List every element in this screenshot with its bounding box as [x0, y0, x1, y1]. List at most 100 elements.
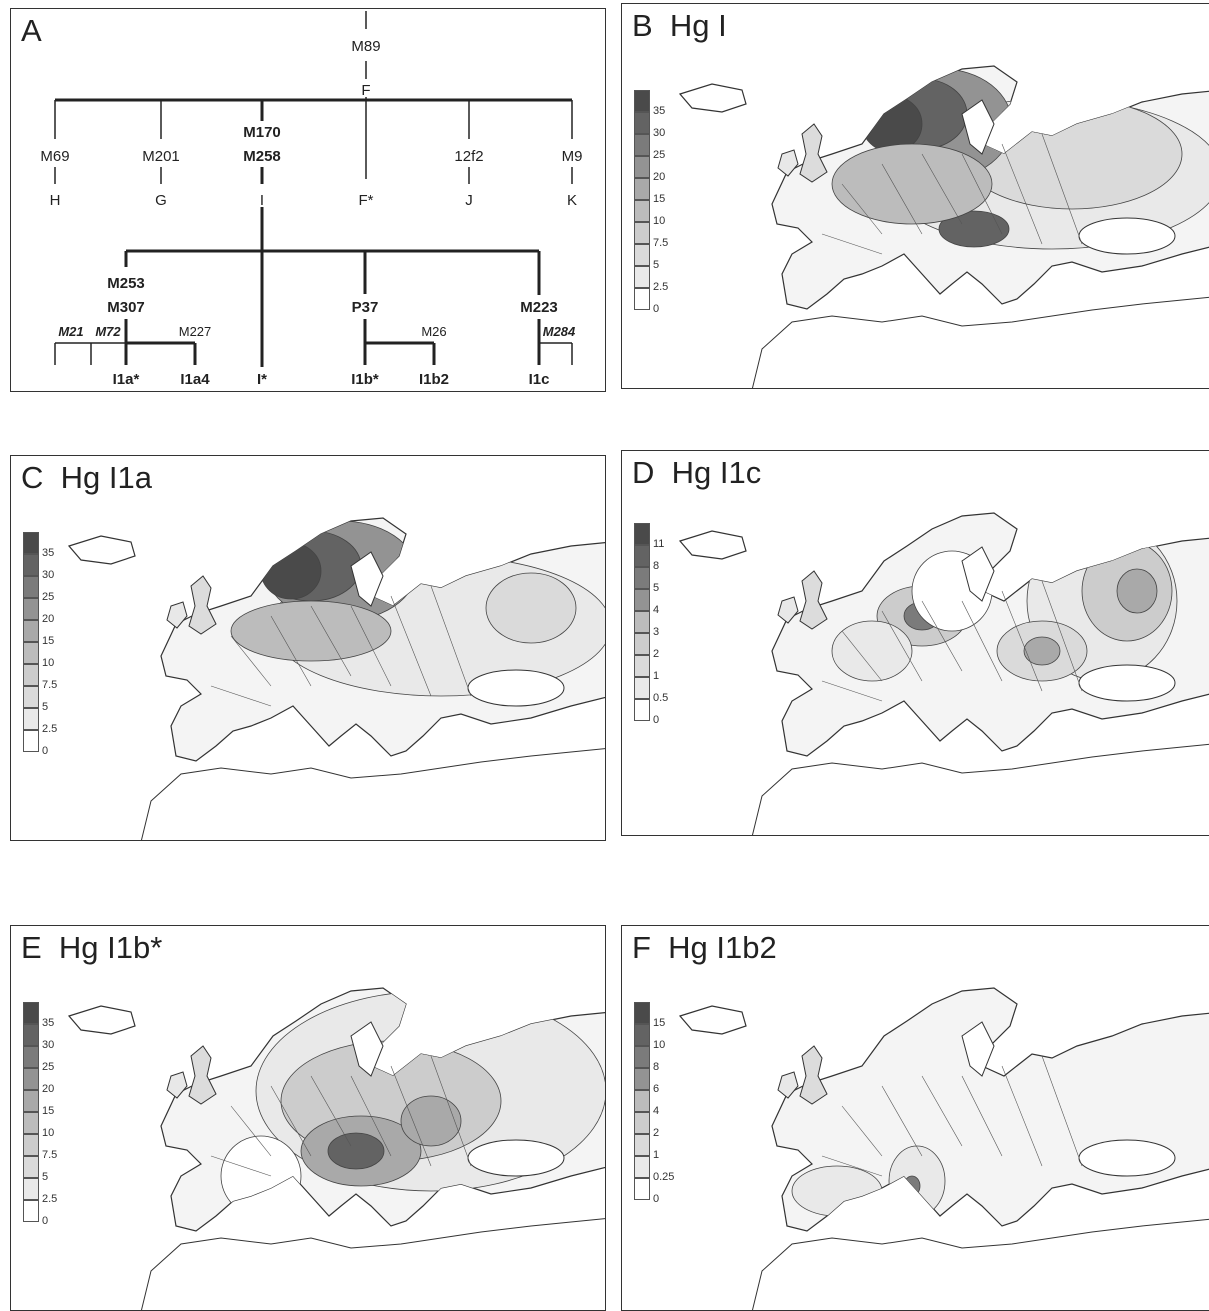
legend-swatch [634, 523, 650, 545]
panel-letter: D [632, 455, 655, 490]
marker-12f2: 12f2 [454, 148, 483, 165]
tip-i1b-star: I1b* [351, 371, 379, 388]
legend-label: 0 [653, 714, 660, 726]
legend-label: 10 [42, 657, 55, 669]
panel-letter: E [21, 930, 42, 965]
legend-label: 15 [653, 1017, 666, 1029]
legend-label: 15 [653, 193, 666, 205]
legend-label: 4 [653, 1105, 660, 1117]
legend-swatch [23, 642, 39, 664]
haplogroup-i: I [260, 192, 264, 209]
panel-title: B Hg I [632, 8, 727, 44]
legend-swatch [634, 156, 650, 178]
panel-title: C Hg I1a [21, 460, 152, 496]
legend-swatch [23, 1046, 39, 1068]
haplogroup-title: Hg I [669, 8, 727, 43]
tip-i-star: I* [257, 371, 267, 388]
marker-m170: M170 [243, 124, 281, 141]
legend-swatch [23, 1134, 39, 1156]
tip-i1a-star: I1a* [113, 371, 140, 388]
legend-swatch [23, 1112, 39, 1134]
legend-swatch [23, 598, 39, 620]
legend-swatch [23, 708, 39, 730]
legend-label: 5 [42, 1171, 49, 1183]
legend-label: 25 [42, 1061, 55, 1073]
panel-letter: F [632, 930, 651, 965]
legend-swatch [634, 1134, 650, 1156]
legend-swatch [634, 244, 650, 266]
legend-swatch [634, 178, 650, 200]
legend-swatch [634, 699, 650, 721]
europe-map [678, 65, 1209, 388]
legend-label: 7.5 [42, 679, 58, 691]
legend-label: 10 [42, 1127, 55, 1139]
iceland-landmass [678, 530, 747, 560]
panel-title: E Hg I1b* [21, 930, 162, 966]
country-borders [821, 1055, 1083, 1177]
panel-title: D Hg I1c [632, 455, 761, 491]
root-marker: M89 [351, 38, 380, 55]
country-borders [210, 585, 472, 707]
haplogroup-title: Hg I1a [60, 460, 152, 495]
legend-label: 10 [653, 1039, 666, 1051]
legend-label: 15 [42, 635, 55, 647]
legend-label: 20 [42, 613, 55, 625]
panel-e-map: E Hg I1b* 35 30 25 20 15 10 7.5 5 2.5 0 [10, 925, 606, 1311]
frequency-zone [831, 620, 913, 682]
legend-label: 0 [42, 745, 49, 757]
britain-landmass [799, 123, 828, 183]
legend-swatch [634, 134, 650, 156]
legend-label: 2.5 [42, 1193, 58, 1205]
black-sea [1078, 1139, 1176, 1177]
britain-landmass [799, 570, 828, 630]
legend-label: 25 [42, 591, 55, 603]
frequency-zone [230, 600, 392, 662]
europe-map [678, 987, 1209, 1310]
north-africa-landmass [140, 1218, 605, 1310]
legend-label: 0.5 [653, 692, 669, 704]
frequency-legend: 11 8 5 4 3 2 1 0.5 0 [634, 523, 694, 726]
marker-m9: M9 [562, 148, 583, 165]
panel-c-map: C Hg I1a 35 30 25 20 15 10 7.5 5 2.5 0 [10, 455, 606, 841]
legend-swatch [23, 1024, 39, 1046]
europe-map [678, 512, 1209, 835]
haplogroup-title: Hg I1b* [58, 930, 163, 965]
marker-m227: M227 [179, 324, 212, 339]
legend-swatch [634, 677, 650, 699]
legend-swatch [634, 611, 650, 633]
legend-label: 2 [653, 1127, 660, 1139]
frequency-zone [485, 572, 577, 644]
legend-swatch [634, 1046, 650, 1068]
frequency-zone [791, 1165, 883, 1217]
legend-label: 4 [653, 604, 660, 616]
legend-label: 8 [653, 1061, 660, 1073]
frequency-zone [831, 143, 993, 225]
legend-swatch [23, 532, 39, 554]
black-sea [467, 1139, 565, 1177]
baltic-sea [961, 99, 995, 155]
marker-m258: M258 [243, 148, 281, 165]
legend-label: 0 [653, 1193, 660, 1205]
ireland-landmass [777, 1071, 799, 1099]
root-haplogroup: F [361, 82, 370, 99]
legend-swatch [634, 1068, 650, 1090]
iceland-landmass [67, 535, 136, 565]
ireland-landmass [166, 1071, 188, 1099]
marker-p37: P37 [352, 299, 379, 316]
legend-label: 0 [42, 1215, 49, 1227]
legend-swatch [23, 554, 39, 576]
legend-label: 7.5 [42, 1149, 58, 1161]
baltic-sea [961, 546, 995, 602]
frequency-legend: 35 30 25 20 15 10 7.5 5 2.5 0 [634, 90, 694, 315]
marker-m201: M201 [142, 148, 180, 165]
legend-swatch [634, 1090, 650, 1112]
legend-label: 5 [653, 582, 660, 594]
panel-label: A [21, 13, 42, 48]
marker-m26: M26 [421, 324, 446, 339]
marker-m253: M253 [107, 275, 145, 292]
haplogroup-tree: M89 F M69 H M201 G M170 M258 I F* 12f2 J… [40, 11, 583, 388]
marker-m21: M21 [58, 324, 83, 339]
ireland-landmass [166, 601, 188, 629]
legend-label: 30 [653, 127, 666, 139]
legend-swatch [634, 589, 650, 611]
